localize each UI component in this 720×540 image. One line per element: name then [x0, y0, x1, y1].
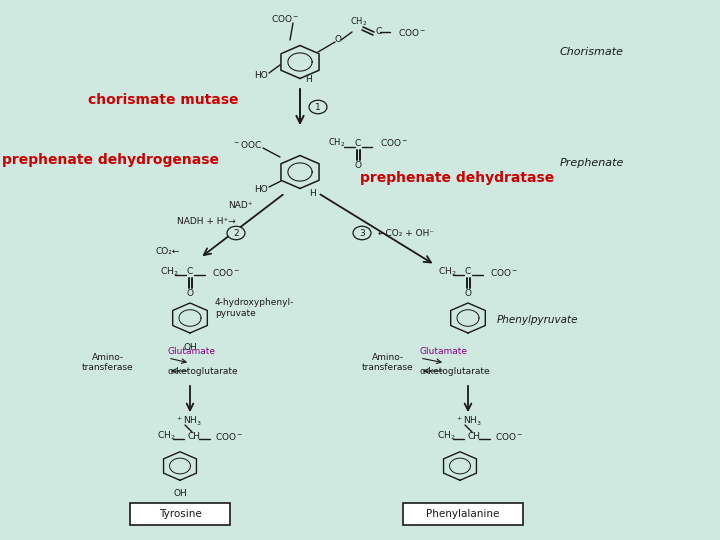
FancyBboxPatch shape [403, 503, 523, 525]
Text: Phenylalanine: Phenylalanine [426, 509, 500, 519]
Text: CH$_2$: CH$_2$ [350, 16, 367, 28]
Text: α-ketoglutarate: α-ketoglutarate [420, 367, 490, 375]
Text: Amino-: Amino- [372, 354, 404, 362]
Text: COO$^-$: COO$^-$ [380, 138, 408, 148]
Text: prephenate dehydrogenase: prephenate dehydrogenase [2, 153, 219, 167]
Text: ←CO₂ + OH⁻: ←CO₂ + OH⁻ [378, 228, 434, 238]
Text: H: H [305, 76, 311, 84]
Text: COO$^-$: COO$^-$ [490, 267, 518, 278]
Text: α-ketoglutarate: α-ketoglutarate [168, 367, 238, 375]
Text: COO$^-$: COO$^-$ [398, 26, 426, 37]
Text: CH: CH [188, 431, 201, 441]
Text: $^-$OOC: $^-$OOC [232, 139, 262, 151]
Text: Phenylpyruvate: Phenylpyruvate [497, 315, 578, 325]
Text: O: O [354, 160, 361, 170]
Text: COO$^-$: COO$^-$ [271, 12, 300, 24]
Text: $^+$NH$_3$: $^+$NH$_3$ [175, 414, 202, 428]
Text: Glutamate: Glutamate [168, 348, 216, 356]
Text: OH: OH [183, 343, 197, 353]
Text: Chorismate: Chorismate [560, 47, 624, 57]
Text: transferase: transferase [362, 363, 414, 373]
Text: 3: 3 [359, 228, 365, 238]
Text: CH$_2$: CH$_2$ [437, 430, 456, 442]
Text: CH$_2$: CH$_2$ [160, 266, 179, 278]
Text: 4-hydroxyphenyl-
pyruvate: 4-hydroxyphenyl- pyruvate [215, 298, 294, 318]
Text: CO₂←: CO₂← [155, 247, 179, 256]
Text: O: O [186, 288, 194, 298]
Text: O: O [464, 288, 472, 298]
Text: Amino-: Amino- [92, 354, 124, 362]
Text: COO$^-$: COO$^-$ [212, 267, 240, 278]
Text: C: C [465, 267, 471, 276]
Text: $^+$NH$_3$: $^+$NH$_3$ [455, 414, 482, 428]
Text: CH$_2$: CH$_2$ [157, 430, 176, 442]
Text: NAD⁺: NAD⁺ [228, 200, 253, 210]
Text: 2: 2 [233, 228, 239, 238]
Text: Tyrosine: Tyrosine [158, 509, 202, 519]
Text: prephenate dehydratase: prephenate dehydratase [360, 171, 554, 185]
FancyBboxPatch shape [130, 503, 230, 525]
Text: 1: 1 [315, 103, 321, 111]
Text: H: H [309, 188, 315, 198]
Text: CH$_2$: CH$_2$ [438, 266, 456, 278]
Text: Prephenate: Prephenate [560, 158, 624, 168]
Text: chorismate mutase: chorismate mutase [88, 93, 238, 107]
Text: HO: HO [254, 71, 268, 80]
Circle shape [353, 226, 371, 240]
Text: CH$_2$: CH$_2$ [328, 137, 346, 149]
Text: C: C [187, 267, 193, 276]
Text: OH: OH [173, 489, 187, 497]
Text: CH: CH [468, 431, 481, 441]
Text: O: O [335, 36, 341, 44]
Text: Glutamate: Glutamate [420, 348, 468, 356]
Text: NADH + H⁺→: NADH + H⁺→ [177, 218, 235, 226]
Text: C: C [376, 28, 382, 37]
Text: transferase: transferase [82, 363, 134, 373]
Text: HO: HO [254, 186, 268, 194]
Text: COO$^-$: COO$^-$ [215, 430, 243, 442]
Circle shape [309, 100, 327, 114]
Text: C: C [355, 138, 361, 147]
Circle shape [227, 226, 245, 240]
Text: COO$^-$: COO$^-$ [495, 430, 523, 442]
